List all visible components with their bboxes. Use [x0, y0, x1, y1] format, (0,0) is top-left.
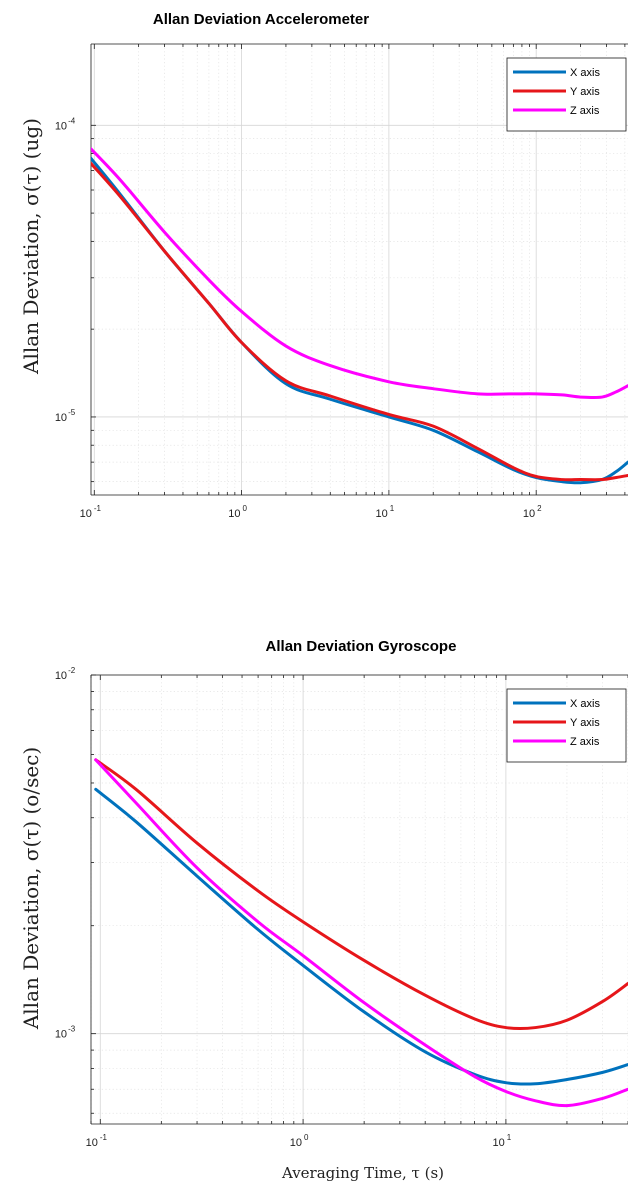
series-lines: [91, 147, 628, 485]
y-tick-label: 10-2: [55, 666, 76, 682]
series-line: [91, 161, 628, 482]
legend: X axis Y axis Z axis: [506, 688, 627, 763]
grid: [91, 44, 628, 495]
series-line: [94, 758, 628, 1031]
legend-box: [506, 57, 627, 132]
series-line: [94, 758, 628, 1108]
legend: X axis Y axis Z axis: [506, 57, 627, 132]
legend-label: Y axis: [570, 86, 600, 98]
y-axis-label: Allan Deviation, σ(τ) (ug): [19, 118, 43, 375]
y-axis-label: Allan Deviation, σ(τ) (o/sec): [19, 747, 43, 1030]
y-tick-label: 10-5: [55, 408, 76, 424]
legend-label: Y axis: [570, 717, 600, 729]
legend-label: Z axis: [570, 736, 600, 748]
chart-title: Allan Deviation Gyroscope: [266, 638, 457, 655]
x-tick-label: 10 -1: [86, 1133, 108, 1149]
x-tick-label: 10 1: [376, 504, 395, 520]
x-axis-label: Averaging Time, τ (s): [281, 1164, 444, 1182]
legend-box: [506, 688, 627, 763]
y-tick-label: 10-4: [55, 116, 76, 132]
x-tick-label: 10 0: [228, 504, 247, 520]
y-tick-label: 10-3: [55, 1025, 76, 1041]
gyroscope-chart: Allan Deviation Gyroscope Allan Deviatio…: [19, 638, 628, 1182]
x-tick-label: 10 2: [523, 504, 542, 520]
x-tick-label: 10 -1: [80, 504, 102, 520]
legend-label: X axis: [570, 698, 600, 710]
chart-title: Allan Deviation Accelerometer: [153, 11, 369, 28]
series-line: [91, 147, 628, 400]
legend-label: X axis: [570, 67, 600, 79]
legend-label: Z axis: [570, 105, 600, 117]
accelerometer-chart: Allan Deviation Accelerometer Allan Devi…: [19, 11, 628, 520]
x-tick-label: 10 0: [290, 1133, 309, 1149]
series-line: [94, 787, 628, 1086]
x-tick-label: 10 1: [493, 1133, 512, 1149]
series-lines: [94, 758, 628, 1108]
series-line: [91, 156, 628, 485]
